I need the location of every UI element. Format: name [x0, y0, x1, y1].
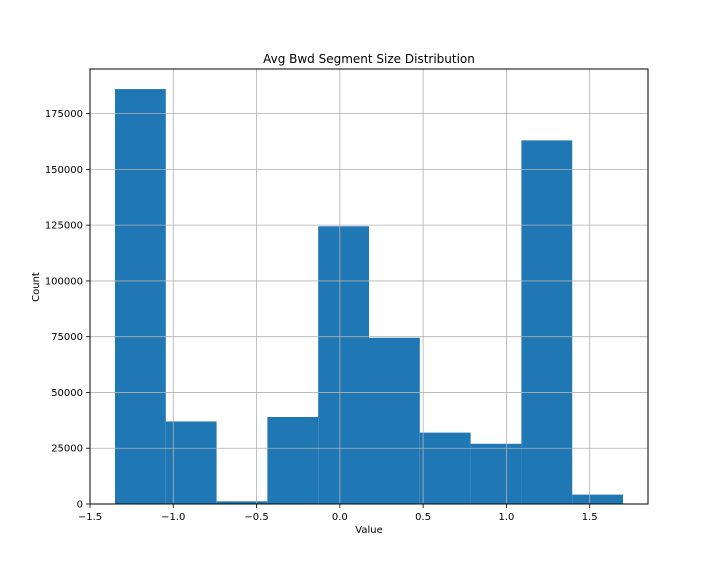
histogram-bar	[318, 226, 369, 504]
x-tick-label: 1.5	[582, 512, 598, 523]
y-tick-label: 175000	[45, 109, 83, 120]
chart-title: Avg Bwd Segment Size Distribution	[263, 52, 475, 66]
histogram-bar	[470, 443, 522, 504]
histogram-bar	[521, 140, 573, 504]
histogram-bar	[267, 417, 319, 504]
y-axis-ticks: 0 25000 50000 75000 100000 125000 150000 175000	[45, 109, 90, 511]
histogram-bar	[419, 432, 471, 504]
histogram-bar	[216, 501, 268, 504]
x-tick-label: 0.5	[415, 512, 431, 523]
y-tick-label: 75000	[51, 332, 83, 343]
y-tick-label: 25000	[51, 444, 83, 455]
histogram-bar	[572, 494, 624, 504]
y-tick-label: 0	[77, 500, 83, 511]
histogram-bar	[369, 337, 420, 504]
y-tick-label: 50000	[51, 388, 83, 399]
y-axis-label: Count	[31, 272, 42, 302]
histogram-bar	[114, 89, 166, 505]
x-axis-label: Value	[355, 525, 382, 536]
y-tick-label: 125000	[45, 221, 83, 232]
plot-frame	[89, 68, 649, 505]
x-axis-ticks: −1.5 −1.0 −0.5 0.0 0.5 1.0 1.5	[78, 504, 598, 523]
x-tick-label: −1.5	[78, 512, 102, 523]
x-tick-label: 1.0	[498, 512, 514, 523]
x-tick-label: −0.5	[244, 512, 268, 523]
histogram-bar	[165, 421, 217, 504]
bars-layer	[89, 69, 648, 505]
y-tick-label: 100000	[45, 276, 83, 287]
x-tick-label: −1.0	[161, 512, 185, 523]
y-tick-label: 150000	[45, 165, 83, 176]
x-tick-label: 0.0	[332, 512, 348, 523]
